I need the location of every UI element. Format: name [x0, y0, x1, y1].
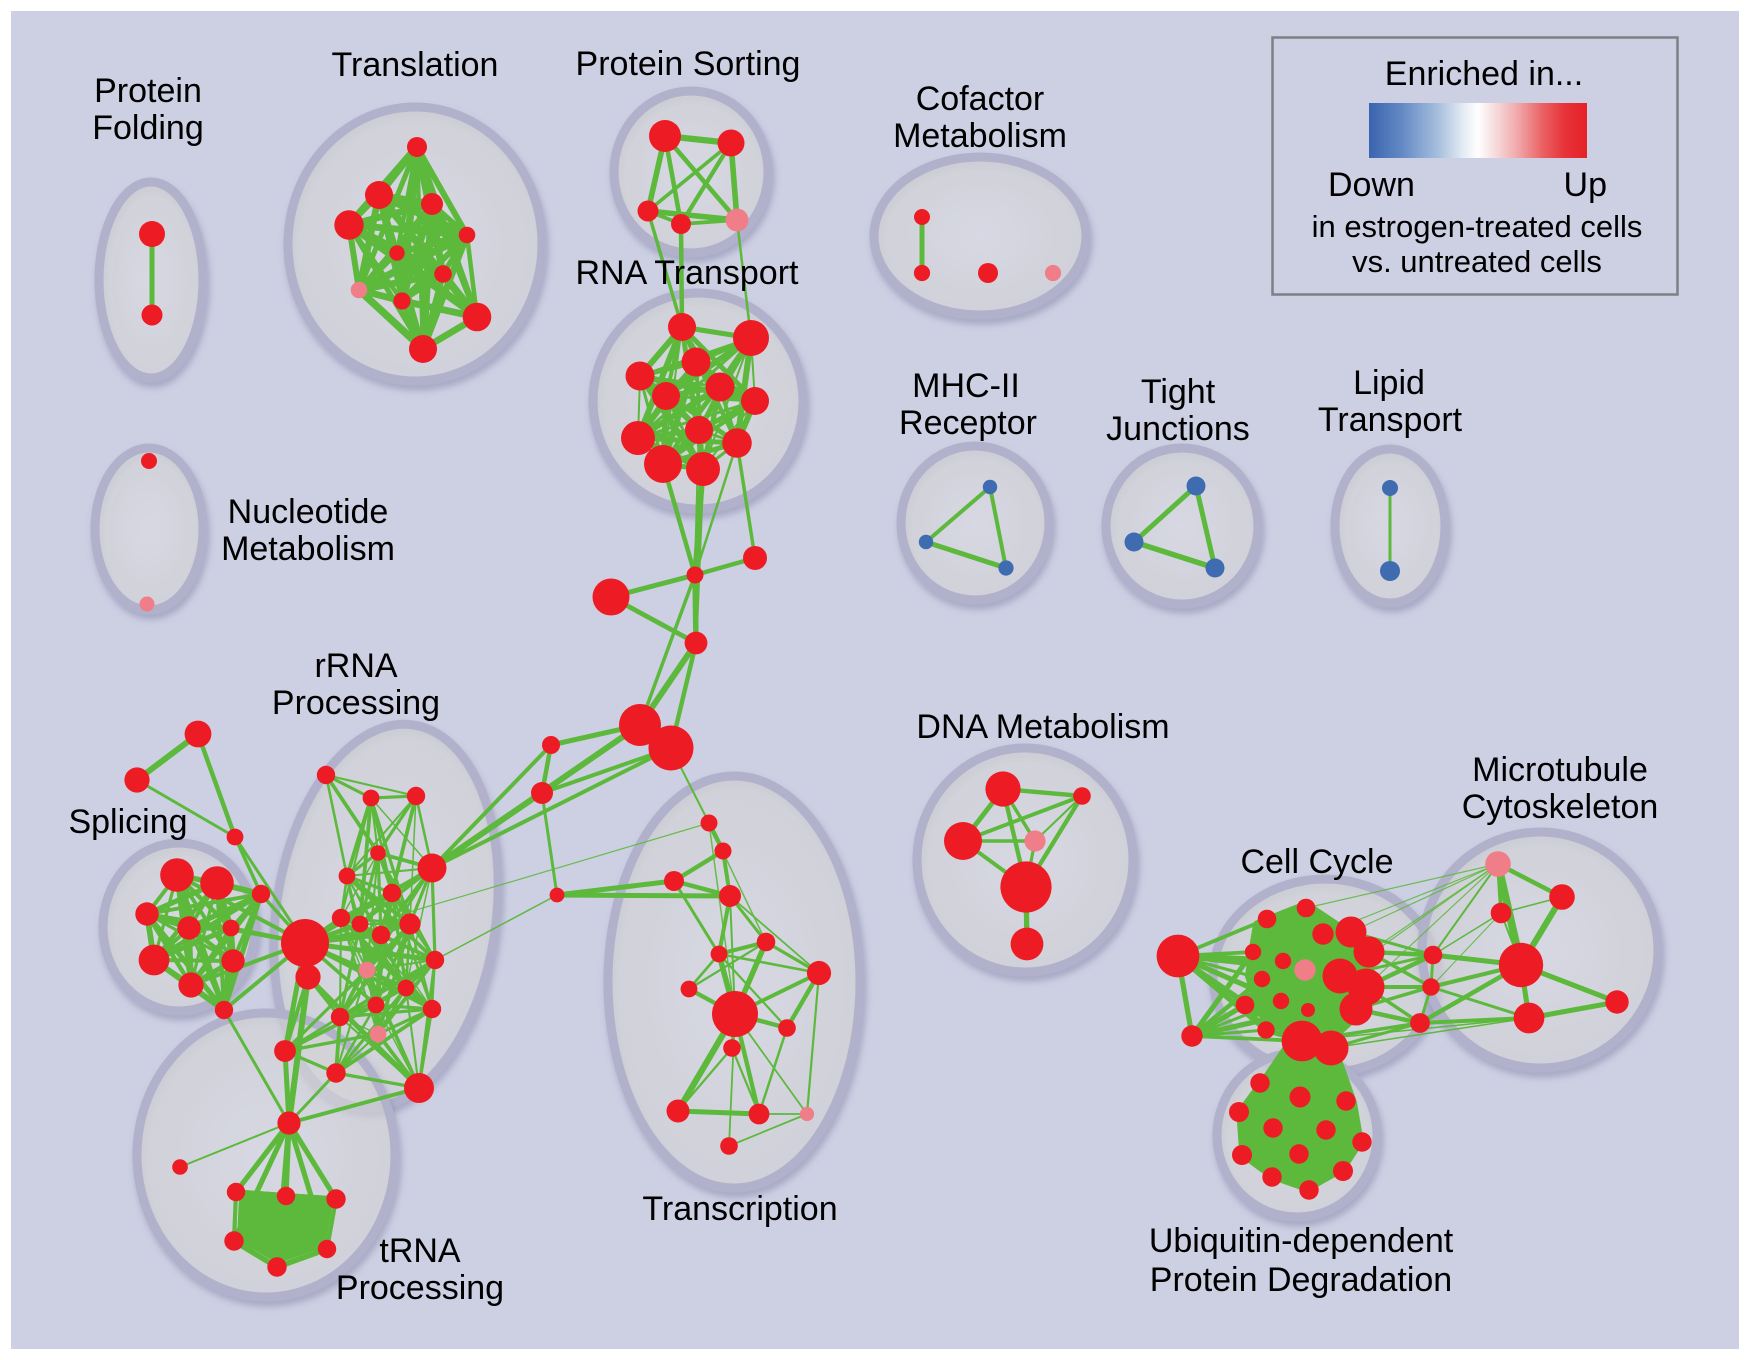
svg-text:Protein: Protein	[94, 72, 202, 110]
svg-text:RNA Transport: RNA Transport	[576, 254, 800, 292]
svg-text:Processing: Processing	[336, 1269, 504, 1307]
svg-text:Protein Sorting: Protein Sorting	[576, 45, 801, 83]
svg-text:Transcription: Transcription	[642, 1190, 837, 1228]
svg-text:Lipid: Lipid	[1353, 364, 1425, 402]
svg-text:Cytoskeleton: Cytoskeleton	[1462, 788, 1659, 826]
svg-text:Transport: Transport	[1318, 401, 1463, 439]
svg-text:Down: Down	[1328, 166, 1415, 204]
svg-text:Processing: Processing	[272, 684, 440, 722]
svg-text:Splicing: Splicing	[68, 803, 187, 841]
svg-text:Junctions: Junctions	[1106, 410, 1250, 448]
svg-text:Up: Up	[1564, 166, 1607, 204]
svg-text:Folding: Folding	[92, 109, 204, 147]
svg-text:Enriched in...: Enriched in...	[1385, 55, 1583, 93]
svg-text:Protein Degradation: Protein Degradation	[1150, 1261, 1452, 1299]
svg-text:rRNA: rRNA	[314, 647, 397, 685]
svg-text:Ubiquitin-dependent: Ubiquitin-dependent	[1149, 1222, 1454, 1260]
svg-text:Cofactor: Cofactor	[916, 80, 1045, 118]
svg-text:in estrogen-treated cells: in estrogen-treated cells	[1312, 209, 1643, 244]
svg-text:MHC-II: MHC-II	[912, 367, 1020, 405]
svg-text:Tight: Tight	[1141, 373, 1216, 411]
svg-text:Microtubule: Microtubule	[1472, 751, 1648, 789]
svg-text:Receptor: Receptor	[899, 404, 1037, 442]
svg-text:vs. untreated cells: vs. untreated cells	[1352, 244, 1602, 279]
svg-text:Metabolism: Metabolism	[893, 117, 1067, 155]
svg-text:Cell Cycle: Cell Cycle	[1240, 843, 1393, 881]
svg-text:Nucleotide: Nucleotide	[228, 493, 389, 531]
svg-text:DNA Metabolism: DNA Metabolism	[916, 708, 1169, 746]
svg-text:Translation: Translation	[332, 46, 499, 84]
svg-text:Metabolism: Metabolism	[221, 530, 395, 568]
svg-text:tRNA: tRNA	[379, 1232, 461, 1270]
